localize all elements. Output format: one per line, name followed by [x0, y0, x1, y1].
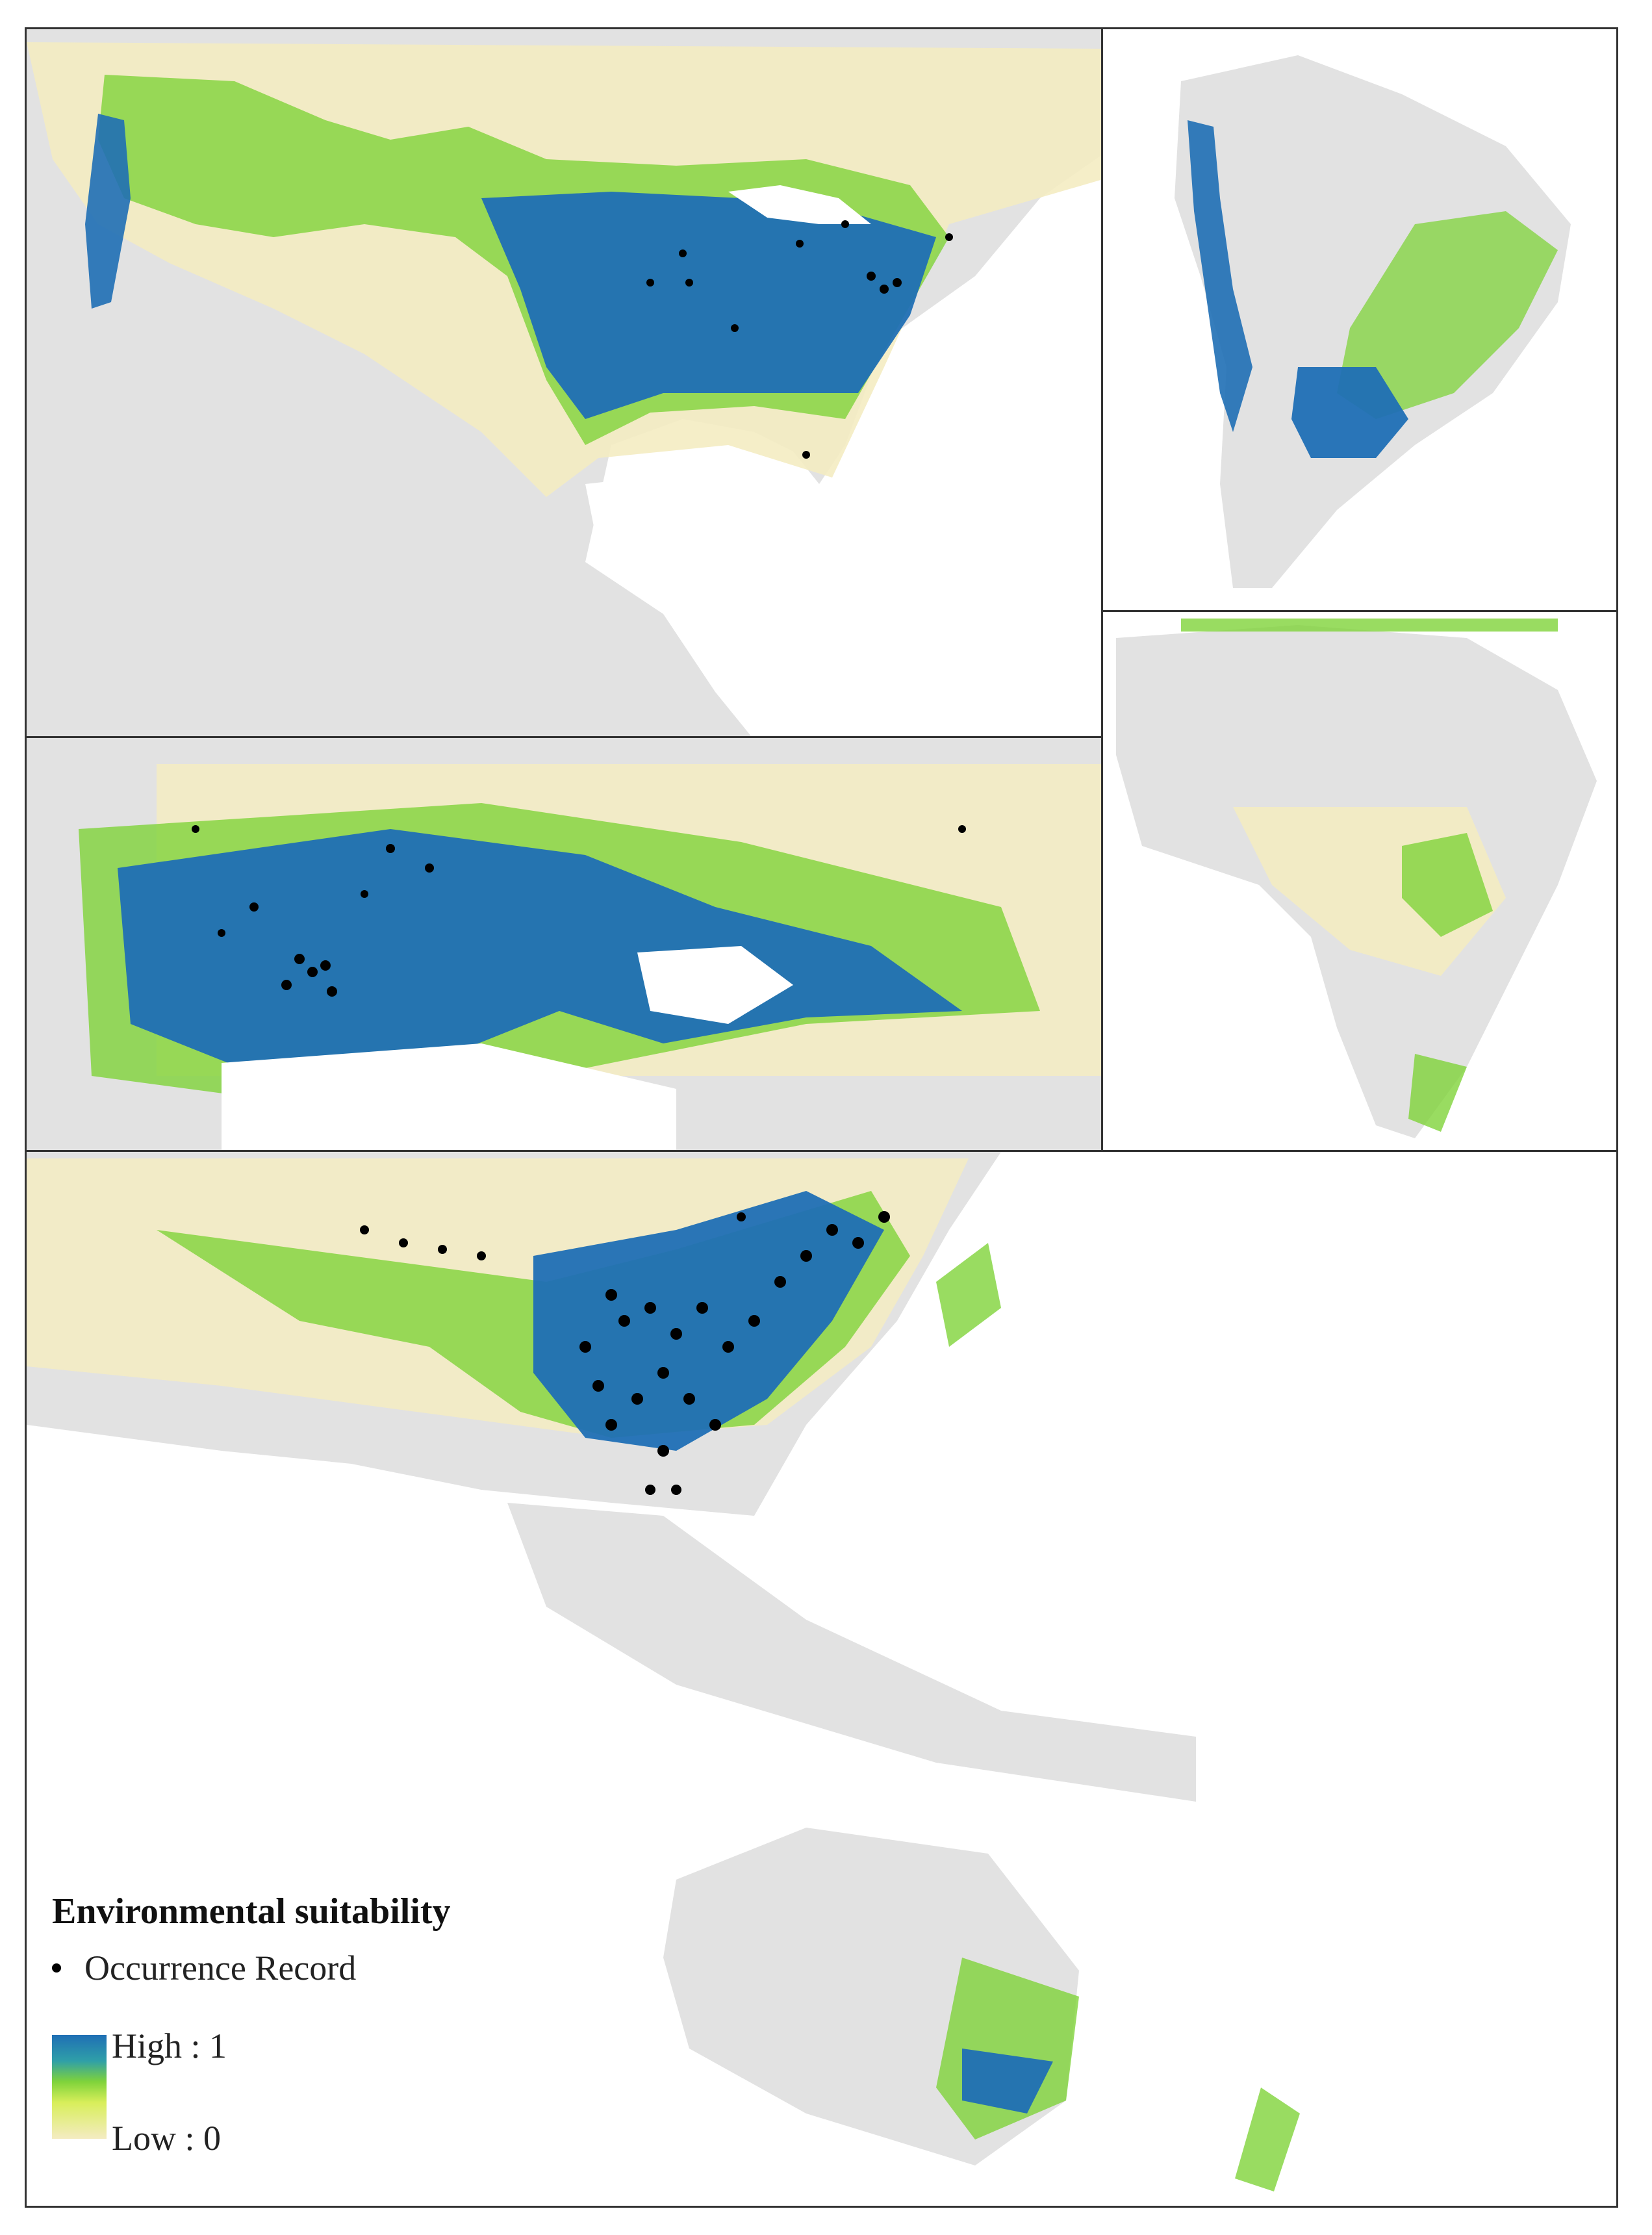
legend-occurrence-label: Occurrence Record	[84, 1948, 357, 1987]
occurrence-dot-icon	[52, 1963, 61, 1973]
legend-title: Environmental suitability	[52, 1891, 451, 1932]
na-occurrence-records	[646, 220, 953, 459]
mediterranean-sea	[222, 1043, 676, 1150]
legend-low-label: Low : 0	[112, 2119, 221, 2158]
south-america-map	[1103, 29, 1616, 610]
africa-panel	[1101, 610, 1618, 1152]
asia-oceania-panel	[25, 1150, 1618, 2208]
sa-east-mid	[1337, 211, 1558, 419]
china-high	[533, 1191, 884, 1451]
southeast-asia-land	[507, 1503, 1196, 1802]
europe-occurrence-records	[192, 825, 966, 997]
south-america-panel	[1101, 27, 1618, 612]
legend: Environmental suitability Occurrence Rec…	[52, 1891, 546, 2164]
africa-map	[1103, 612, 1616, 1150]
legend-occurrence-item: Occurrence Record	[52, 1948, 356, 1988]
africa-north-coast-mid	[1181, 619, 1558, 632]
na-west-coast-high	[85, 114, 131, 309]
africa-south-tip-mid	[1408, 1054, 1467, 1132]
north-america-map	[27, 29, 1101, 736]
new-zealand-mid	[1235, 2088, 1300, 2191]
europe-map	[27, 738, 1101, 1150]
europe-panel	[25, 736, 1103, 1152]
japan-mid	[936, 1243, 1001, 1347]
great-lakes	[728, 185, 871, 224]
africa-east-highlands-mid	[1402, 833, 1493, 937]
north-america-panel	[25, 27, 1103, 738]
asia-occurrence-records	[360, 1211, 890, 1495]
asia-oceania-map	[27, 1152, 1616, 2206]
gulf-of-mexico	[585, 471, 806, 627]
sa-pampas-high	[1291, 367, 1408, 458]
europe-high	[118, 829, 962, 1076]
australia-high	[962, 2049, 1053, 2114]
black-sea	[637, 946, 793, 1024]
legend-high-label: High : 1	[112, 2026, 227, 2065]
legend-color-ramp	[52, 2035, 107, 2139]
na-high-suitability	[481, 192, 936, 419]
sa-andes-high	[1188, 120, 1252, 432]
